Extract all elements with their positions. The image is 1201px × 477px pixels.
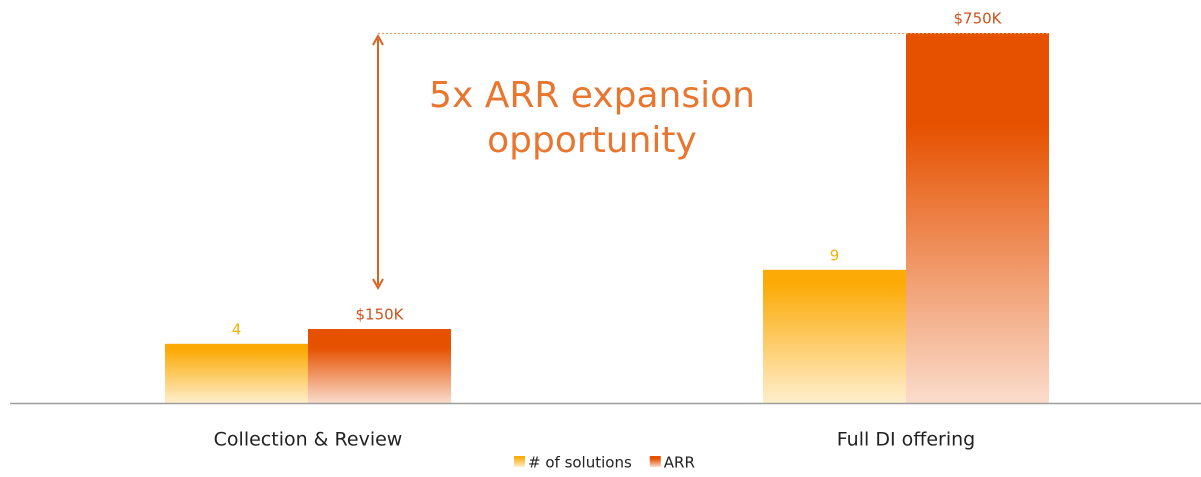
data-label: $750K [953,10,1002,28]
bar [763,269,906,403]
bar [165,343,308,403]
x-tick-label: Collection & Review [214,429,403,451]
annotation: opportunity [487,120,697,161]
x-tick-label: Full DI offering [837,429,975,451]
bar [308,329,451,403]
annotation: 5x ARR expansion [429,75,755,116]
data-label: 9 [830,246,840,264]
data-label: $150K [355,306,404,324]
legend-label: ARR [664,454,695,472]
legend-label: # of solutions [528,454,632,472]
data-label: 4 [232,320,242,338]
arrow-head [372,33,384,46]
arrow-head [372,278,384,291]
legend-swatch [649,456,661,467]
legend-swatch [514,456,525,467]
bar [906,33,1049,403]
